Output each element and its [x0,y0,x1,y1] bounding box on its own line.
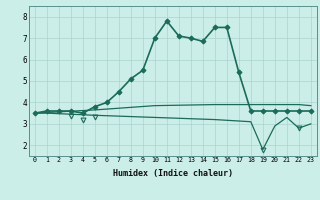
X-axis label: Humidex (Indice chaleur): Humidex (Indice chaleur) [113,169,233,178]
